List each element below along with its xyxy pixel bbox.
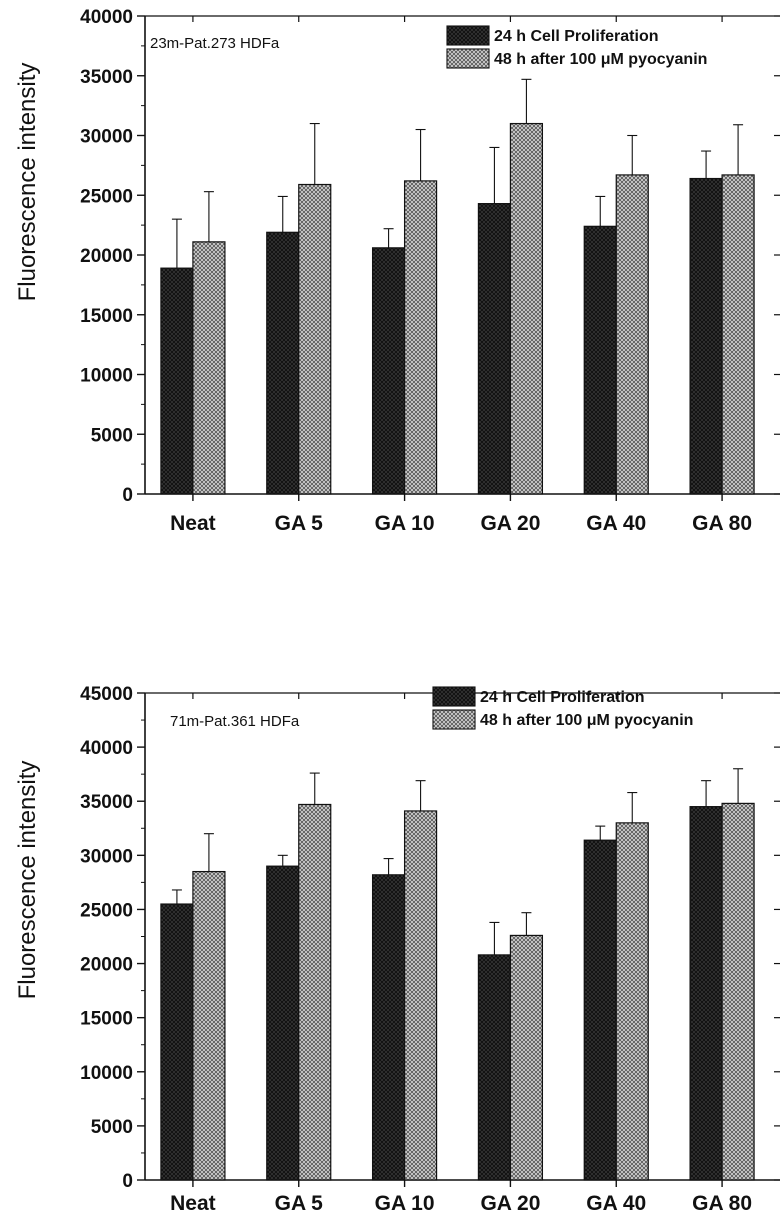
x-tick-label: GA 5 [275,1192,324,1215]
legend-swatch [432,686,476,707]
y-tick-label: 10000 [80,366,133,387]
y-tick-label: 40000 [80,7,133,28]
y-tick-label: 30000 [80,127,133,148]
x-tick-label: GA 40 [586,512,646,535]
bar [509,934,544,1181]
bar [615,174,649,495]
legend-swatch [432,709,476,730]
x-tick-label: GA 80 [692,512,752,535]
x-tick-label: GA 10 [375,512,435,535]
bar [477,954,512,1181]
chart-top: Fluorescence intensity 23m-Pat.273 HDFa … [14,7,780,535]
bar [298,803,332,1181]
y-tick-label: 40000 [80,738,133,759]
x-tick-label: GA 10 [375,1192,435,1215]
y-tick-label: 0 [122,485,133,506]
y-tick-label: 35000 [80,67,133,88]
y-tick-label: 5000 [91,425,133,446]
bar [266,231,300,495]
bar [403,810,438,1181]
bar [160,903,194,1181]
bar [403,180,438,495]
bar [371,247,406,495]
bar [160,267,194,495]
x-tick-label: GA 40 [586,1192,646,1215]
bar [192,241,226,495]
y-tick-label: 45000 [80,684,133,705]
x-tick-label: GA 20 [480,512,540,535]
bar [615,822,649,1181]
chart-annotation: 71m-Pat.361 HDFa [170,713,300,730]
chart-annotation: 23m-Pat.273 HDFa [150,35,280,52]
bar [583,839,617,1181]
bar [721,174,755,495]
legend-label: 24 h Cell Proliferation [494,28,658,45]
bar [192,870,226,1181]
bar [477,203,512,495]
x-tick-label: Neat [170,512,216,535]
y-axis-label: Fluorescence intensity [14,761,41,1000]
y-axis-label: Fluorescence intensity [14,63,41,302]
bar [583,225,617,495]
bar [371,874,406,1181]
y-tick-label: 25000 [80,186,133,207]
x-tick-label: GA 80 [692,1192,752,1215]
x-tick-label: GA 5 [275,512,324,535]
bar [298,183,332,495]
x-tick-label: GA 20 [480,1192,540,1215]
y-tick-label: 10000 [80,1063,133,1084]
legend-label: 24 h Cell Proliferation [480,689,644,706]
y-tick-label: 15000 [80,1009,133,1030]
bar [266,865,300,1181]
y-tick-label: 25000 [80,900,133,921]
legend-label: 48 h after 100 μM pyocyanin [494,51,707,68]
bar [509,122,544,495]
x-tick-label: Neat [170,1192,216,1215]
y-tick-label: 35000 [80,792,133,813]
legend-label: 48 h after 100 μM pyocyanin [480,712,693,729]
chart-bottom: Fluorescence intensity 71m-Pat.361 HDFa … [14,684,780,1215]
bar [689,177,723,495]
y-tick-label: 15000 [80,306,133,327]
y-tick-label: 20000 [80,246,133,267]
y-tick-label: 0 [122,1171,133,1192]
y-tick-label: 20000 [80,955,133,976]
bar [721,802,755,1181]
legend-swatch [446,25,490,46]
y-tick-label: 5000 [91,1117,133,1138]
legend-swatch [446,48,490,69]
y-tick-label: 30000 [80,846,133,867]
bar [689,806,723,1181]
